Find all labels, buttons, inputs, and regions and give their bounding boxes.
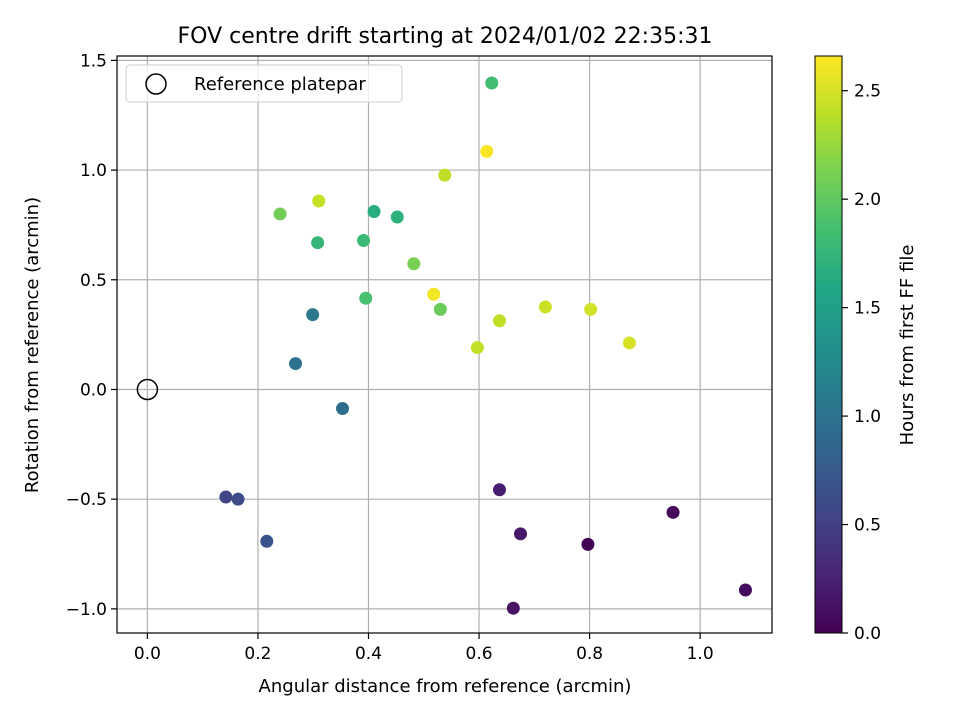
y-tick-label: 0.5 xyxy=(80,271,107,291)
legend: Reference platepar xyxy=(125,64,403,103)
data-point xyxy=(231,492,245,506)
data-point xyxy=(438,168,452,182)
colorbar-tick-label: 2.0 xyxy=(854,190,881,210)
data-point xyxy=(738,583,752,597)
data-point xyxy=(357,234,371,248)
x-tick-label: 0.8 xyxy=(576,644,603,664)
data-point xyxy=(367,205,381,219)
x-tick-label: 0.2 xyxy=(244,644,271,664)
data-point xyxy=(581,537,595,551)
data-point xyxy=(480,144,494,158)
colorbar: 0.0 0.5 1.0 1.5 2.0 2.5 Hours from first FF f… xyxy=(814,55,918,644)
chart-title: FOV centre drift starting at 2024/01/02 … xyxy=(178,24,713,49)
data-point xyxy=(260,534,274,548)
data-point xyxy=(427,287,441,301)
colorbar-tick-label: 0.0 xyxy=(854,624,881,644)
y-tick-label: 1.0 xyxy=(80,161,107,181)
colorbar-tick-label: 1.0 xyxy=(854,407,881,427)
data-point xyxy=(514,527,528,541)
data-point xyxy=(311,236,325,250)
y-tick-label: −0.5 xyxy=(66,490,107,510)
x-axis-ticks: 0.0 0.2 0.4 0.6 0.8 1.0 xyxy=(134,633,714,664)
data-point xyxy=(219,490,233,504)
data-point xyxy=(622,336,636,350)
plot-frame xyxy=(116,55,773,634)
grid-lines xyxy=(117,56,772,633)
x-tick-label: 0.0 xyxy=(134,644,161,664)
y-tick-label: −1.0 xyxy=(66,600,107,620)
x-tick-label: 0.6 xyxy=(466,644,493,664)
x-tick-label: 0.4 xyxy=(355,644,382,664)
data-point xyxy=(306,308,320,322)
data-point xyxy=(312,194,326,208)
legend-reference-marker xyxy=(145,73,167,95)
data-point xyxy=(492,314,506,328)
reference-marker xyxy=(136,378,159,401)
data-point xyxy=(407,257,421,271)
colorbar-tick-label: 1.5 xyxy=(854,299,881,319)
colorbar-tick-label: 2.5 xyxy=(854,82,881,102)
data-point xyxy=(584,302,598,316)
y-tick-label: 1.5 xyxy=(80,51,107,71)
data-point xyxy=(390,210,404,224)
data-point xyxy=(666,505,680,519)
data-points xyxy=(219,76,752,615)
x-axis-label: Angular distance from reference (arcmin) xyxy=(259,676,632,697)
y-tick-label: 0.0 xyxy=(80,380,107,400)
y-axis-ticks: −1.0 −0.5 0.0 0.5 1.0 1.5 xyxy=(66,51,117,620)
colorbar-gradient xyxy=(814,55,843,634)
data-point xyxy=(336,402,350,416)
data-point xyxy=(433,302,447,316)
data-point xyxy=(470,341,484,355)
data-point xyxy=(506,601,520,615)
y-axis-label: Rotation from reference (arcmin) xyxy=(22,197,43,493)
data-point xyxy=(538,300,552,314)
colorbar-label: Hours from first FF file xyxy=(897,245,918,446)
reference-platepar-marker xyxy=(136,378,159,401)
data-point xyxy=(273,207,287,221)
colorbar-tick-label: 0.5 xyxy=(854,516,881,536)
colorbar-ticks: 0.0 0.5 1.0 1.5 2.0 2.5 xyxy=(842,82,881,644)
data-point xyxy=(492,483,506,497)
data-point xyxy=(359,291,373,305)
data-point xyxy=(289,357,303,371)
legend-box xyxy=(125,64,403,103)
data-point xyxy=(485,76,499,90)
x-tick-label: 1.0 xyxy=(687,644,714,664)
legend-entry-reference: Reference platepar xyxy=(194,74,366,95)
